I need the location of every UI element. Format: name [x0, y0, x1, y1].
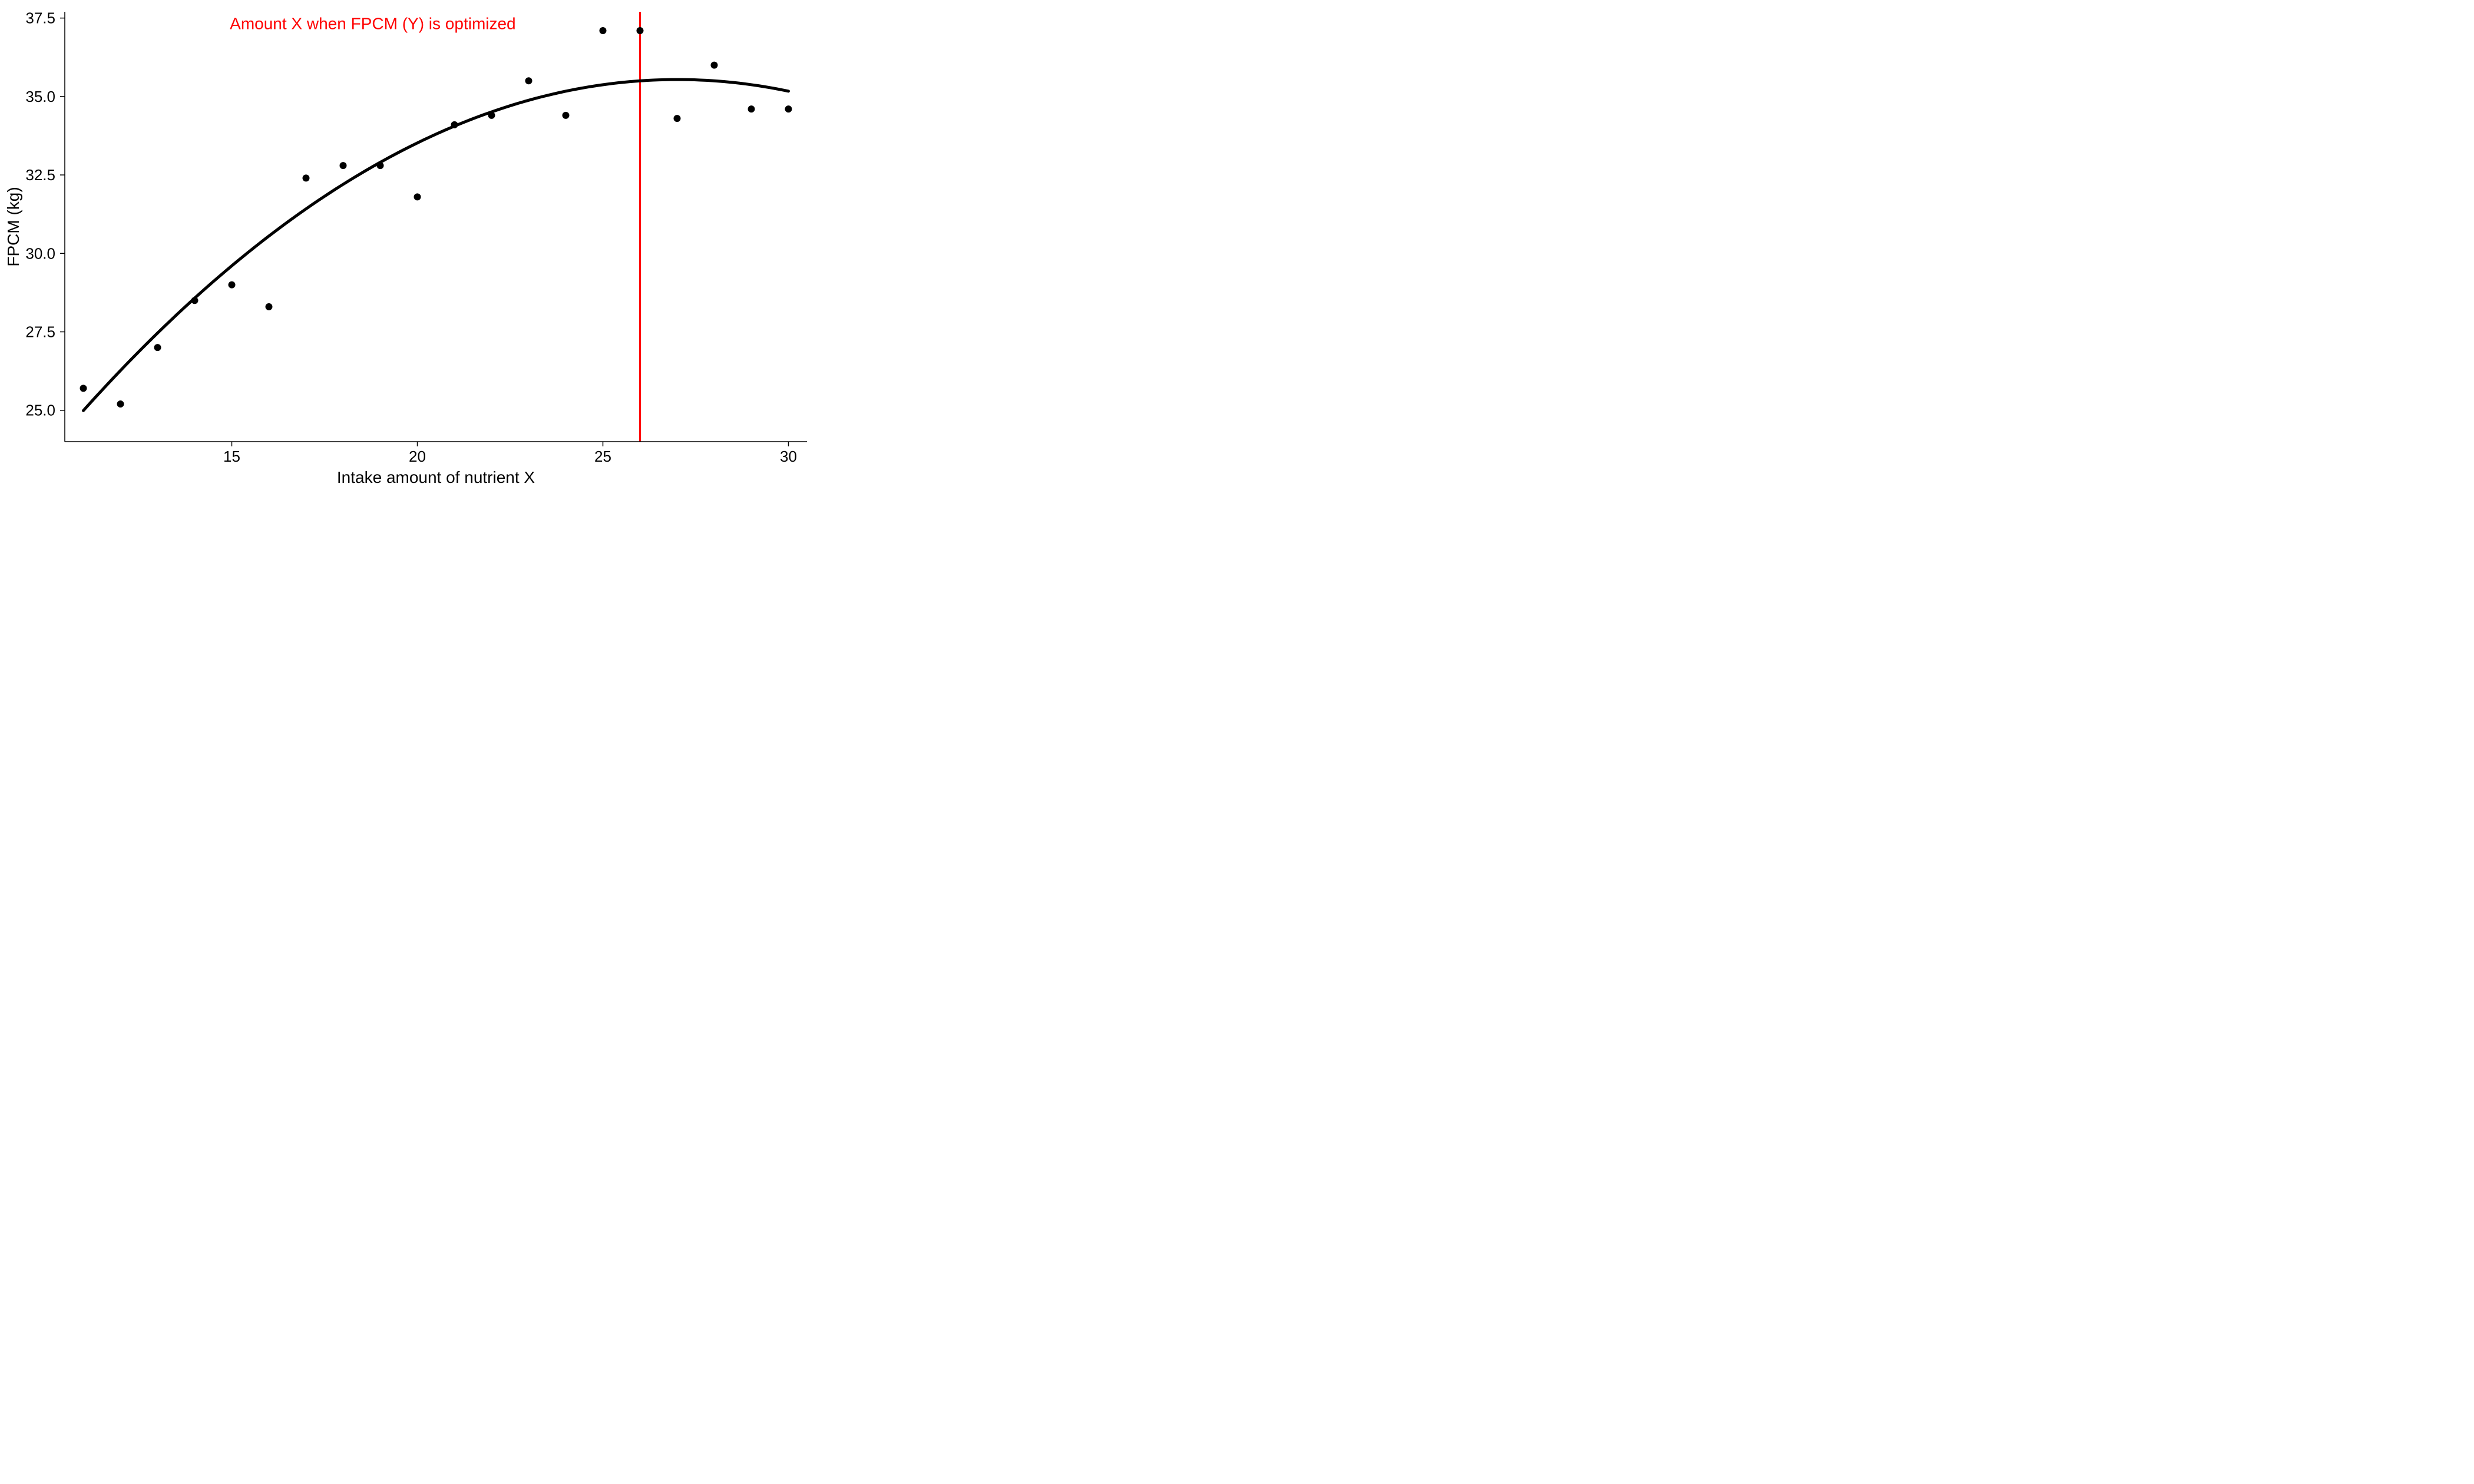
data-point: [80, 385, 87, 392]
data-point: [600, 27, 607, 34]
chart-svg: Amount X when FPCM (Y) is optimized 15 20 2…: [0, 0, 825, 495]
x-tick-label: 20: [409, 448, 426, 465]
y-tick-label: 32.5: [25, 166, 55, 184]
y-tick-label: 27.5: [25, 323, 55, 341]
annotation-label: Amount X when FPCM (Y) is optimized: [230, 14, 516, 32]
data-point: [266, 303, 273, 310]
data-point: [711, 62, 718, 69]
y-tick-label: 30.0: [25, 244, 55, 262]
x-tick-label: 25: [594, 448, 611, 465]
data-point: [488, 112, 495, 119]
scatter-chart: Amount X when FPCM (Y) is optimized 15 20 2…: [0, 0, 825, 495]
y-tick-label: 25.0: [25, 402, 55, 419]
y-axis-label: FPCM (kg): [4, 187, 22, 266]
data-point: [674, 115, 681, 122]
data-point: [117, 400, 124, 408]
data-point: [191, 297, 199, 304]
data-point: [748, 105, 755, 112]
data-point: [414, 193, 421, 200]
y-tick-label: 37.5: [25, 9, 55, 27]
data-point: [229, 281, 236, 289]
data-point: [563, 112, 570, 119]
data-point: [525, 77, 532, 84]
data-point: [785, 105, 792, 112]
x-tick-label: 15: [223, 448, 240, 465]
x-axis-label: Intake amount of nutrient X: [337, 468, 535, 486]
data-point: [303, 174, 310, 181]
y-tick-label: 35.0: [25, 88, 55, 105]
data-point: [637, 27, 644, 34]
x-tick-label: 30: [780, 448, 797, 465]
data-point: [154, 344, 161, 351]
data-point: [451, 121, 458, 128]
data-point: [340, 162, 347, 169]
data-point: [377, 162, 384, 169]
